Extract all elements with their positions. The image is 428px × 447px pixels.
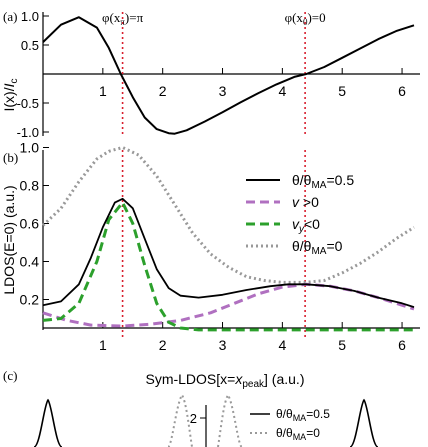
panel-b-xtick-label: 3 <box>219 337 227 353</box>
panel-a-xtick-label: 6 <box>398 83 406 99</box>
panel-b-xtick-label: 2 <box>159 337 167 353</box>
panel-a-xtick-label: 5 <box>338 83 346 99</box>
panel-a: (a) I(x)/Ic -1.0 -0.5 0.5 1.0 1 2 3 4 5 6 φ(xπ)=… <box>1 9 420 140</box>
panel-a-series-line <box>42 16 415 135</box>
panel-b-ytick-label: 0.4 <box>20 254 40 270</box>
panel-c-series-solid-left <box>33 398 63 447</box>
panel-b-ytick-label: 0.6 <box>20 216 40 232</box>
panel-a-ytick-label: -1.0 <box>17 125 39 140</box>
panel-b-ytick-label: 0.2 <box>20 292 40 308</box>
panel-a-xtick-label: 1 <box>99 83 107 99</box>
panel-c-title: Sym-LDOS[x=xpeak] (a.u.) <box>145 371 304 390</box>
panel-b-legend-label: vy<0 <box>292 216 320 235</box>
panel-b-y-axis-label: LDOS(E=0) (a.u.) <box>1 185 17 294</box>
panel-b-series-dash-line <box>42 201 414 332</box>
panel-a-vline-label: φ(xπ)=π <box>102 10 144 27</box>
panel-c-series-dotted-right <box>217 393 243 447</box>
panel-b-xtick-label: 5 <box>338 337 346 353</box>
panel-a-ytick-label: -0.5 <box>17 96 39 111</box>
panel-b-xtick-label: 1 <box>99 337 107 353</box>
panel-a-xtick-label: 2 <box>159 83 167 99</box>
panel-a-xtick-label: 3 <box>219 83 227 99</box>
panel-a-xtick-label: 4 <box>278 83 286 99</box>
panel-b: (b) LDOS(E=0) (a.u.) 0.2 0.4 0.6 0.8 1.0 1 2 3… <box>1 140 420 353</box>
panel-b-xtick-label: 6 <box>398 337 406 353</box>
panel-b-legend-label: θ/θMA=0 <box>292 238 343 257</box>
panel-b-legend-label: v >0 <box>292 194 319 210</box>
panel-a-label: (a) <box>3 9 17 24</box>
panel-b-ytick-label: 1.0 <box>20 140 40 156</box>
panel-c-series-solid-right <box>349 398 379 447</box>
panel-b-label: (b) <box>3 150 18 165</box>
panel-c-legend-label: θ/θMA=0.5 <box>276 407 330 423</box>
panel-c-legend-label: θ/θMA=0 <box>276 426 320 442</box>
panel-a-y-axis-label: I(x)/Ic <box>1 79 20 112</box>
panel-a-ytick-label: 0.5 <box>21 38 39 53</box>
panel-a-vline-label: φ(x0)=0 <box>285 10 326 27</box>
panel-c: (c) Sym-LDOS[x=xpeak] (a.u.) 2 θ/θMA=0.5… <box>3 368 379 447</box>
panel-b-series-dash-line <box>42 282 415 328</box>
panel-c-ytick-label: 2 <box>190 411 197 426</box>
panel-b-legend-label: θ/θMA=0.5 <box>292 172 354 191</box>
panel-b-series-dot-line <box>41 146 415 284</box>
panel-c-series-dotted-left <box>167 393 193 447</box>
panel-b-ytick-label: 0.8 <box>20 178 40 194</box>
panel-a-ytick-label: 1.0 <box>21 9 39 24</box>
panel-c-label: (c) <box>3 368 17 383</box>
panel-b-xtick-label: 4 <box>278 337 286 353</box>
panel-b-series-solid-line <box>42 197 415 308</box>
